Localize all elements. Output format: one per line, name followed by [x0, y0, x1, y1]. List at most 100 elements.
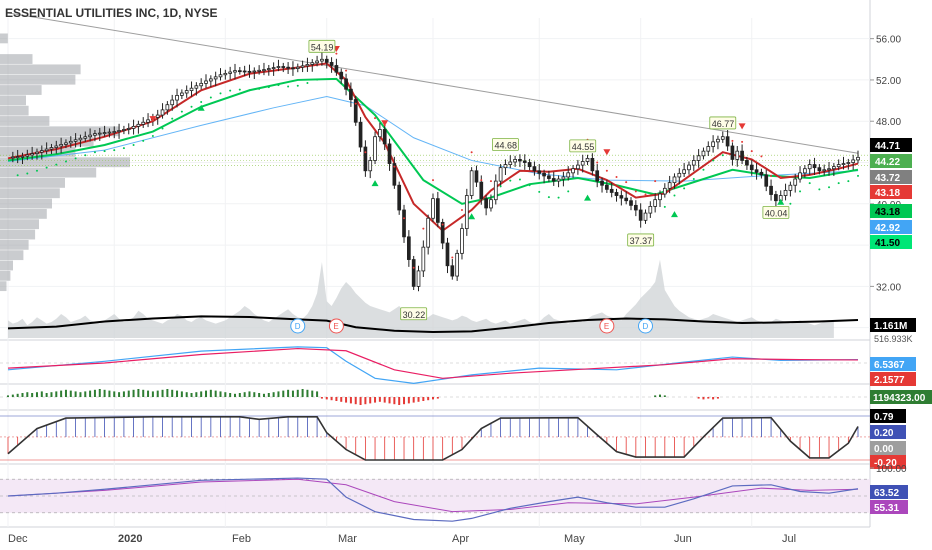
candle-up — [580, 161, 585, 166]
sar-dot — [828, 186, 831, 189]
sar-dot — [702, 168, 705, 171]
candle-up — [832, 166, 836, 170]
candle-up — [556, 178, 561, 182]
candle-up — [378, 129, 382, 138]
candle-down — [522, 160, 527, 163]
histogram-bar-down — [393, 397, 396, 405]
candle-up — [25, 154, 30, 157]
candle-up — [585, 157, 590, 162]
histogram-bar-up — [291, 390, 294, 397]
candle-up — [368, 160, 373, 172]
candle-up — [783, 189, 788, 196]
candle-up — [503, 164, 508, 169]
candle-up — [315, 60, 319, 64]
price-annotation-box — [762, 205, 790, 219]
event-marker-label: E — [604, 322, 609, 331]
price-annotation-box — [569, 139, 597, 153]
price-annotation-box — [627, 233, 655, 247]
candle-up — [54, 145, 59, 148]
candle-up — [35, 151, 39, 154]
histogram-bar-down — [349, 397, 352, 404]
price-label-badge — [870, 220, 912, 234]
histogram-value-label: 1194323.00 — [873, 393, 926, 404]
histogram-bar-down — [359, 397, 362, 405]
candle-down — [812, 164, 817, 169]
ema-slow-line — [7, 77, 859, 205]
candle-up — [233, 70, 237, 73]
price-label-text: 41.50 — [875, 238, 900, 249]
histogram-bar-up — [89, 390, 92, 397]
candle-down — [387, 143, 392, 164]
candle-down — [769, 185, 773, 195]
buy-signal-triangle — [584, 194, 592, 201]
candle-up — [851, 159, 856, 163]
sar-dot — [547, 196, 550, 199]
candle-down — [358, 121, 363, 148]
obv-line — [7, 315, 859, 334]
candle-down — [730, 145, 735, 160]
x-tick-label: May — [564, 533, 585, 545]
histogram-bar-down — [325, 397, 328, 400]
buy-signal-triangle — [670, 211, 678, 218]
candle-up — [416, 270, 421, 287]
candle-up — [576, 164, 580, 170]
candle-up — [155, 114, 160, 118]
candle-up — [508, 161, 513, 165]
price-annotation-label: 37.37 — [630, 236, 653, 246]
candle-up — [97, 132, 102, 135]
sar-dot — [673, 194, 676, 197]
candle-up — [793, 178, 798, 186]
x-tick-label: Apr — [452, 533, 469, 545]
sar-dot — [432, 179, 434, 182]
buy-signal-triangle — [371, 180, 379, 187]
sar-dot — [412, 266, 415, 269]
candle-down — [450, 265, 455, 277]
candle-down — [334, 65, 339, 73]
candle-down — [435, 198, 440, 223]
histogram-bar-up — [122, 391, 125, 397]
sar-dot — [712, 159, 715, 162]
histogram-bar-down — [330, 397, 333, 401]
volume-label-text: 1.161M — [874, 321, 907, 332]
volume-profile-bar — [0, 198, 52, 209]
candle-up — [662, 187, 667, 195]
osc-value-label: -0.20 — [874, 458, 897, 469]
candle-down — [764, 174, 769, 187]
event-marker-label: D — [643, 322, 649, 331]
histogram-bar-up — [161, 389, 164, 397]
y-tick-label: 52.00 — [876, 76, 901, 87]
sar-dot — [760, 155, 763, 158]
candle-up — [498, 167, 503, 182]
histogram-bar-up — [219, 391, 222, 397]
histogram-bar-up — [147, 390, 150, 397]
histogram-bar-down — [340, 397, 343, 402]
candle-up — [213, 76, 218, 80]
candle-up — [841, 163, 846, 165]
sell-signal-triangle — [381, 120, 389, 127]
price-label-badge — [870, 170, 912, 184]
candle-down — [725, 136, 730, 147]
histogram-bar-up — [127, 390, 130, 397]
candle-down — [759, 171, 764, 176]
volume-profile-bar — [0, 33, 8, 44]
volume-profile-bar — [0, 64, 81, 75]
sar-dot — [132, 143, 135, 146]
candle-down — [411, 259, 416, 287]
candle-up — [146, 119, 150, 123]
candle-up — [687, 164, 691, 171]
volume-profile-bar — [0, 157, 130, 168]
candle-up — [846, 162, 851, 164]
sar-dot — [422, 227, 425, 230]
histogram-bar-down — [412, 397, 415, 403]
candle-up — [271, 67, 276, 69]
histogram-bar-up — [35, 392, 38, 397]
candle-up — [489, 199, 493, 209]
candle-down — [619, 195, 624, 199]
sar-dot — [180, 110, 183, 113]
x-tick-label: Feb — [232, 533, 251, 545]
price-annotation-box — [308, 39, 336, 53]
candle-up — [107, 131, 112, 134]
histogram-bar-down — [716, 397, 719, 399]
candle-up — [455, 252, 459, 277]
